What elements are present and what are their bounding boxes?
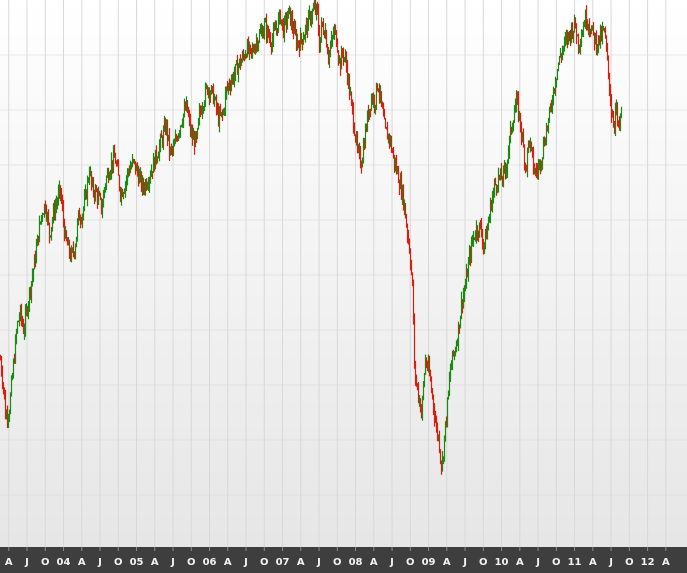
x-tick-label: A bbox=[151, 557, 159, 568]
x-tick-label: A bbox=[5, 557, 13, 568]
x-tick-label: J bbox=[97, 557, 102, 568]
x-tick-label: J bbox=[608, 557, 613, 568]
x-tick-label: A bbox=[297, 557, 305, 568]
x-axis-ticks: A J O 04 A J O 05 A J O 06 A J O 07 A J O 08 A J O 09 A J O 10 A J O 11… bbox=[5, 547, 670, 568]
x-tick-label: J bbox=[389, 557, 394, 568]
x-tick-label: O bbox=[625, 557, 634, 568]
x-tick-label: O bbox=[41, 557, 50, 568]
x-tick-label: 07 bbox=[276, 557, 290, 568]
x-tick-label: A bbox=[516, 557, 524, 568]
x-tick-label: O bbox=[114, 557, 123, 568]
x-tick-label: O bbox=[260, 557, 269, 568]
x-tick-label: A bbox=[78, 557, 86, 568]
x-tick-label: O bbox=[333, 557, 342, 568]
x-tick-label: J bbox=[243, 557, 248, 568]
x-tick-label: A bbox=[443, 557, 451, 568]
plot-background bbox=[0, 0, 687, 547]
x-tick-label: 10 bbox=[495, 557, 509, 568]
x-tick-label: 06 bbox=[203, 557, 217, 568]
x-tick-label: 09 bbox=[422, 557, 436, 568]
x-tick-label: A bbox=[589, 557, 597, 568]
x-tick-label: 08 bbox=[349, 557, 363, 568]
x-tick-label: O bbox=[187, 557, 196, 568]
x-tick-label: J bbox=[24, 557, 29, 568]
x-axis-bar bbox=[0, 547, 687, 573]
x-tick-label: O bbox=[479, 557, 488, 568]
x-tick-label: A bbox=[224, 557, 232, 568]
x-tick-label: 12 bbox=[641, 557, 655, 568]
x-tick-label: O bbox=[552, 557, 561, 568]
x-tick-label: 11 bbox=[568, 557, 582, 568]
price-bars bbox=[0, 0, 623, 475]
x-tick-label: J bbox=[535, 557, 540, 568]
x-tick-label: O bbox=[406, 557, 415, 568]
x-tick-label: J bbox=[316, 557, 321, 568]
x-tick-label: J bbox=[170, 557, 175, 568]
x-tick-label: 04 bbox=[57, 557, 71, 568]
x-tick-label: A bbox=[662, 557, 670, 568]
x-tick-label: 05 bbox=[130, 557, 144, 568]
x-tick-label: A bbox=[370, 557, 378, 568]
x-tick-label: J bbox=[462, 557, 467, 568]
